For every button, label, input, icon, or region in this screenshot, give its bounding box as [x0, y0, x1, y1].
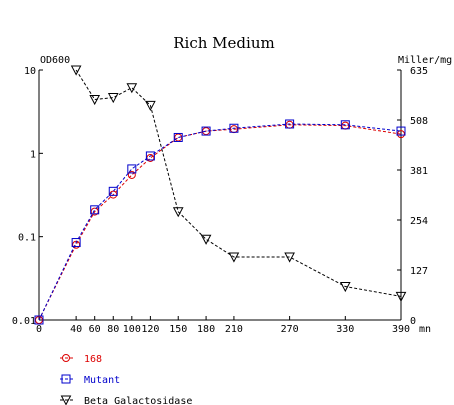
- data-point: [173, 132, 183, 142]
- data-point: [127, 170, 136, 179]
- data-point: [201, 126, 211, 136]
- legend-marker: [62, 354, 70, 362]
- data-point: [89, 95, 101, 106]
- x-tick-label: 270: [281, 324, 299, 335]
- x-tick-label: 80: [107, 324, 119, 335]
- data-point: [285, 119, 295, 129]
- data-point: [229, 123, 239, 133]
- data-point: [228, 252, 240, 263]
- data-point: [90, 205, 100, 215]
- data-point: [145, 151, 155, 161]
- left-tick-label: 1: [30, 149, 36, 160]
- data-point: [127, 164, 137, 174]
- data-point: [396, 126, 406, 136]
- data-point: [200, 234, 212, 245]
- left-tick-label: 0.01: [12, 316, 36, 327]
- right-tick-label: 381: [410, 166, 428, 177]
- x-tick-label: 60: [89, 324, 101, 335]
- x-tick-label: 100: [123, 324, 141, 335]
- legend-label: 168: [84, 354, 102, 365]
- data-point: [339, 282, 351, 293]
- data-point: [108, 186, 118, 196]
- left-tick-label: 0.1: [18, 233, 36, 244]
- right-tick-label: 635: [410, 66, 428, 77]
- x-tick-label: 150: [169, 324, 187, 335]
- data-point: [34, 315, 44, 325]
- right-tick-label: 127: [410, 266, 428, 277]
- legend-marker: [61, 374, 71, 384]
- data-point: [172, 207, 184, 218]
- data-point: [145, 100, 156, 112]
- data-point: [71, 238, 81, 248]
- right-axis-label: Miller/mg: [398, 55, 452, 66]
- series-2: [70, 65, 407, 302]
- right-tick-label: 508: [410, 116, 428, 127]
- legend: 168 Mutant Beta Galactosidase: [60, 354, 192, 405]
- chart-title: Rich Medium: [173, 34, 274, 52]
- data-point: [126, 83, 138, 94]
- left-axis-label: OD600: [40, 55, 70, 66]
- x-axis-unit: mn: [419, 324, 431, 335]
- data-point: [340, 120, 350, 130]
- data-point: [395, 291, 407, 302]
- right-tick-label: 254: [410, 216, 428, 227]
- series-1: [34, 119, 406, 325]
- series-line: [38, 124, 402, 321]
- data-point: [70, 65, 82, 76]
- legend-label: Mutant: [84, 375, 120, 386]
- x-tick-label: 0: [36, 324, 42, 335]
- series-line: [38, 123, 402, 321]
- right-tick-label: 0: [410, 316, 416, 327]
- x-tick-label: 40: [70, 324, 82, 335]
- left-tick-label: 10: [24, 66, 36, 77]
- x-tick-label: 180: [197, 324, 215, 335]
- legend-label: Beta Galactosidase: [84, 396, 192, 405]
- data-point: [107, 93, 119, 104]
- x-tick-label: 330: [336, 324, 354, 335]
- series-line: [75, 69, 402, 297]
- x-tick-label: 210: [225, 324, 243, 335]
- legend-marker: [60, 395, 72, 405]
- data-point: [284, 252, 295, 263]
- x-tick-label: 120: [141, 324, 159, 335]
- x-tick-label: 390: [392, 324, 410, 335]
